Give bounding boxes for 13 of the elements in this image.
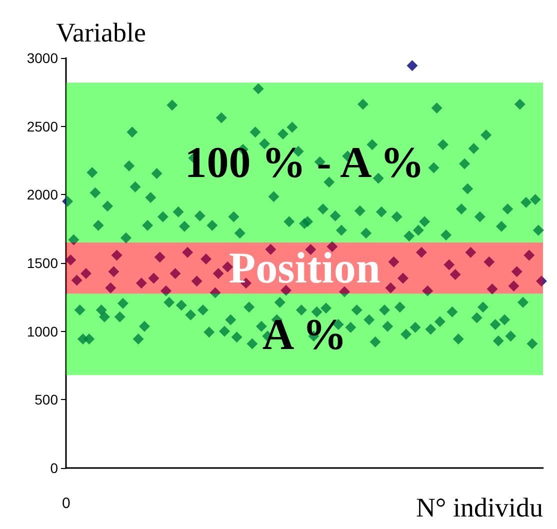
band-label: Position <box>228 244 380 293</box>
y-tick-label: 2000 <box>26 186 58 203</box>
y-tick-label: 2500 <box>26 118 58 134</box>
band-label: 100 % - A % <box>184 138 424 188</box>
y-tick-label: 0 <box>50 460 58 476</box>
y-tick-label: 3000 <box>26 50 58 66</box>
band-label: A % <box>262 310 347 359</box>
y-tick-label: 1500 <box>26 255 58 271</box>
text: 0 <box>62 495 70 512</box>
y-tick-label: 500 <box>34 392 58 408</box>
x-axis-title: N° individu <box>416 492 544 522</box>
y-axis-title: Variable <box>56 18 146 48</box>
y-tick-label: 1000 <box>26 323 58 340</box>
